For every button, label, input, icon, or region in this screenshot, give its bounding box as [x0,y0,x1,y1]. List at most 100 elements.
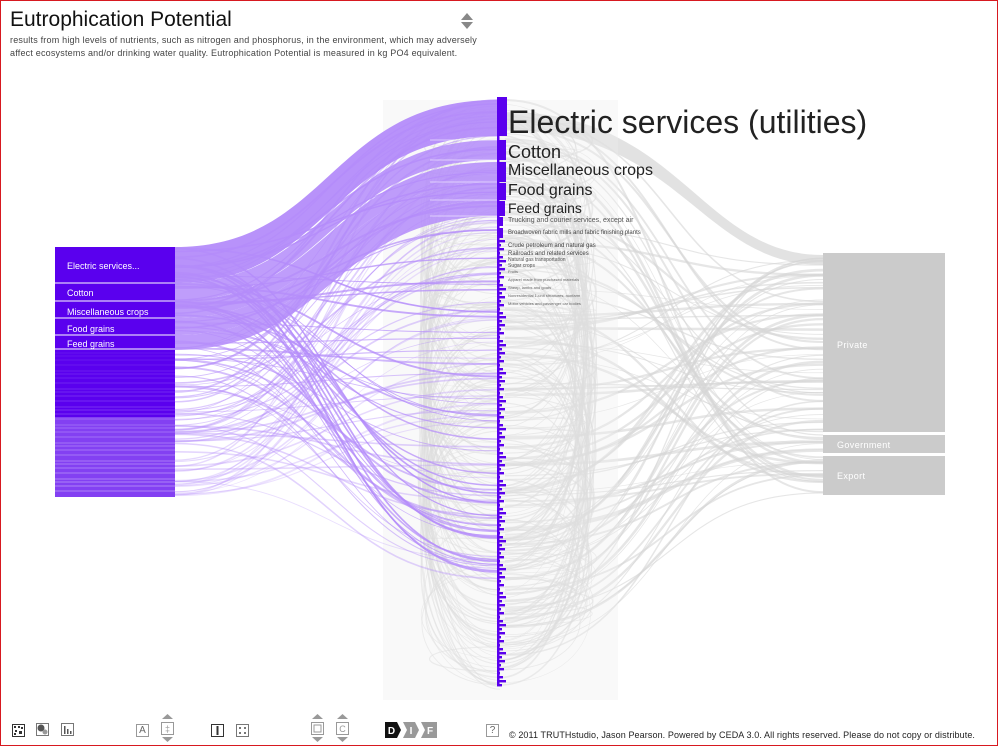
purple-flow [174,193,498,399]
page-description: results from high levels of nutrients, s… [10,35,477,58]
purple-flow [174,121,498,276]
industry-bar [497,592,503,595]
purple-flow [174,205,498,302]
column-width-stepper-icon[interactable] [311,714,324,742]
industry-bar [497,680,506,683]
industry-bar [497,312,503,315]
loop-flow [499,321,578,378]
industry-bar [497,472,504,475]
text-size-icon[interactable]: A [136,724,149,737]
industry-bar [497,396,503,399]
industry-label[interactable]: Nonresidential 1-unit structures, nonfar… [508,293,581,298]
source-label-electric[interactable]: Electric services... [67,261,140,271]
sink-flow [504,354,824,588]
purple-flow [174,229,498,309]
industry-bar [497,612,504,615]
source-label-misc-crops[interactable]: Miscellaneous crops [67,307,149,317]
purple-flow [174,366,498,526]
industry-bar [497,484,506,487]
industry-bar [497,520,505,523]
purple-flow [174,304,498,440]
industry-label[interactable]: Natural gas transportation [508,257,566,263]
industry-bar [497,284,503,287]
purple-flow [174,300,498,561]
loop-flow [499,184,579,233]
purple-flow [174,317,498,487]
purple-flow [174,226,498,486]
purple-flow [174,264,498,494]
bubble-view-icon[interactable] [36,723,49,736]
industry-label[interactable]: Cotton [508,142,562,162]
sink-flow [504,210,824,394]
industry-bar [497,340,503,343]
industry-bar [497,500,504,503]
loop-flow [499,377,578,422]
industry-label[interactable]: Crude petroleum and natural gas [508,243,596,249]
purple-flow [175,182,497,335]
sink-block-government[interactable]: Government [823,435,945,453]
full-mode-icon[interactable]: F [421,722,437,738]
industry-bar [497,464,505,467]
industry-bar [497,652,506,655]
source-block[interactable]: Electric services... Cotton Miscellaneou… [55,247,175,497]
industry-bar [497,380,505,383]
source-label-feed-grains[interactable]: Feed grains [67,339,115,349]
purple-flow [174,279,498,487]
purple-flow [174,115,498,281]
industry-bar [497,436,505,439]
column-count-stepper-icon[interactable]: C [336,714,349,742]
purple-flow [174,285,498,318]
industry-bar [497,456,506,459]
purple-flow-group [174,99,498,580]
loop-flow [422,223,501,246]
industry-label[interactable]: Trucking and courier services, except ai… [508,217,634,224]
industry-label[interactable]: Feed grains [508,200,582,216]
purple-flow [175,162,497,318]
purple-flow [174,314,498,416]
industry-label[interactable]: Motor vehicles and passenger car bodies [508,301,581,306]
industry-bar [497,624,506,627]
industry-label[interactable]: Sheep, lambs and goats [508,285,552,290]
industry-bar [497,372,506,375]
direct-mode-icon[interactable]: D [385,722,401,738]
industry-bar [497,368,503,371]
industry-bar [497,276,504,279]
purple-flow [174,362,498,487]
sink-flow [504,461,824,627]
sink-flow [504,414,824,561]
loop-flow [423,364,501,685]
sink-block-export[interactable]: Export [823,456,945,495]
purple-flow [174,99,498,393]
sink-flow [504,429,824,477]
source-label-food-grains[interactable]: Food grains [67,324,115,334]
industry-label[interactable]: Food grains [508,182,593,199]
purple-flow [174,372,498,388]
purple-flow [174,171,498,268]
loop-flow [499,176,590,348]
industry-label[interactable]: Electric services (utilities) [508,104,868,140]
indirect-mode-icon[interactable]: I [403,722,419,738]
industry-bar [497,676,503,679]
purple-flow [174,322,498,333]
sort-toggle-icon[interactable] [460,12,474,30]
industry-label[interactable]: Railroads and related services [508,251,589,257]
text-size-stepper-icon[interactable]: ‡ [161,714,174,742]
sink-flow [504,268,824,493]
industry-label[interactable]: Sugar crops [508,263,535,269]
source-label-cotton[interactable]: Cotton [67,288,94,298]
help-icon[interactable]: ? [486,724,499,737]
industry-bar [497,352,505,355]
industry-label[interactable]: Fruits [508,269,518,274]
purple-flow [174,103,498,268]
industry-bar [497,304,504,307]
industry-label[interactable]: Broadwoven fabric mills and fabric finis… [508,230,641,236]
grid-view-icon[interactable] [12,724,25,737]
sink-block-private[interactable]: Private [823,253,945,432]
purple-flow [174,360,498,536]
multi-column-icon[interactable] [236,724,249,737]
source-fade [55,417,175,497]
industry-label[interactable]: Apparel made from purchased materials [508,277,580,282]
bar-chart-icon[interactable] [61,723,74,736]
single-column-icon[interactable] [211,724,224,737]
industry-label[interactable]: Miscellaneous crops [508,162,653,179]
